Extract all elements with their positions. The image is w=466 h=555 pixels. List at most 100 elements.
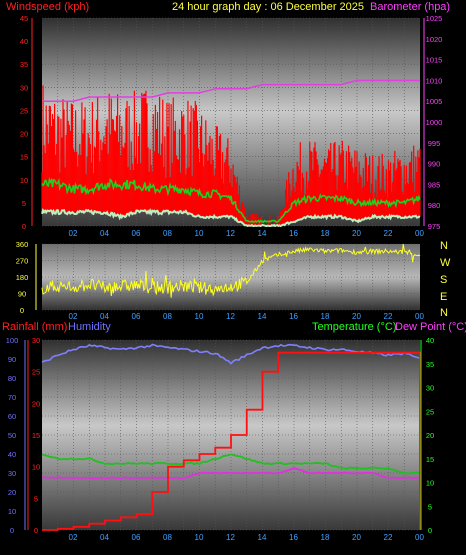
compass-s: S (440, 274, 447, 286)
x-tick-label: 10 (195, 312, 204, 321)
x-tick-label: 18 (321, 533, 330, 542)
dewpoint-line (41, 467, 421, 480)
y-tick-label: 50 (8, 431, 16, 440)
x-tick-label: 14 (258, 229, 267, 238)
windspeed-axis-title: Windspeed (kph) (6, 1, 89, 13)
x-tick-label: 08 (163, 229, 172, 238)
x-tick-label: 02 (69, 533, 78, 542)
y-tick-label: 15 (20, 153, 28, 162)
x-tick-label: 14 (258, 533, 267, 542)
y-tick-label: 40 (8, 450, 16, 459)
x-tick-label: 12 (226, 312, 235, 321)
x-tick-label: 14 (258, 312, 267, 321)
y-tick-label: 90 (8, 355, 16, 364)
y-tick-label: 15 (32, 431, 40, 440)
y-tick-label: 20 (8, 488, 16, 497)
x-tick-label: 12 (226, 229, 235, 238)
y-tick-label: 270 (16, 257, 29, 266)
y-tick-label: 25 (32, 368, 40, 377)
direction-line (41, 243, 421, 298)
x-tick-label: 22 (384, 229, 393, 238)
x-tick-label: 12 (226, 533, 235, 542)
y-tick-label: 30 (8, 469, 16, 478)
y-tick-label: 1005 (426, 97, 443, 106)
y-tick-label: 975 (428, 222, 441, 231)
x-tick-label: 06 (132, 312, 141, 321)
x-tick-label: 08 (163, 533, 172, 542)
temperature-axis-title: Temperature (°C) (312, 321, 396, 333)
y-tick-label: 985 (428, 180, 441, 189)
temp-series (41, 343, 421, 531)
y-tick-label: 5 (428, 502, 432, 511)
x-tick-label: 18 (321, 229, 330, 238)
x-tick-label: 20 (352, 533, 361, 542)
y-tick-label: 25 (20, 106, 28, 115)
y-tick-label: 10 (20, 176, 28, 185)
y-tick-label: 35 (20, 60, 28, 69)
y-tick-label: 60 (8, 412, 16, 421)
min-wind-line (41, 207, 421, 228)
y-tick-label: 10 (8, 507, 16, 516)
wind-series (41, 79, 421, 228)
x-tick-label: 08 (163, 312, 172, 321)
y-tick-label: 30 (20, 83, 28, 92)
x-tick-label: 10 (195, 533, 204, 542)
y-tick-label: 1025 (426, 14, 443, 23)
y-tick-label: 40 (426, 336, 434, 345)
dewpoint-axis-title: Dew Point (°C) (395, 321, 466, 333)
y-tick-label: 10 (426, 479, 434, 488)
x-tick-label: 02 (69, 312, 78, 321)
x-tick-label: 00 (415, 312, 424, 321)
y-tick-label: 0 (10, 526, 14, 535)
y-tick-label: 180 (16, 273, 29, 282)
humidity-axis-title: Humidity (68, 321, 111, 333)
y-tick-label: 10 (32, 463, 40, 472)
x-tick-label: 06 (132, 229, 141, 238)
x-tick-label: 10 (195, 229, 204, 238)
rainfall-axis-title: Rainfall (mm) (2, 321, 67, 333)
y-tick-label: 0 (428, 526, 432, 535)
y-tick-label: 90 (18, 290, 26, 299)
x-tick-label: 06 (132, 533, 141, 542)
x-tick-label: 18 (321, 312, 330, 321)
y-tick-label: 30 (32, 336, 40, 345)
y-tick-label: 0 (34, 526, 38, 535)
y-tick-label: 20 (426, 431, 434, 440)
x-tick-label: 22 (384, 533, 393, 542)
chart-title: 24 hour graph day : 06 December 2025 (172, 1, 364, 13)
rainfall-line (42, 351, 421, 531)
x-tick-label: 16 (289, 312, 298, 321)
y-tick-label: 20 (32, 399, 40, 408)
compass-n-top: N (440, 240, 448, 252)
y-tick-label: 45 (20, 14, 28, 23)
y-tick-label: 360 (16, 240, 29, 249)
y-tick-label: 1000 (426, 118, 443, 127)
y-tick-label: 1010 (426, 76, 443, 85)
x-tick-label: 02 (69, 229, 78, 238)
y-tick-label: 980 (428, 201, 441, 210)
x-tick-label: 16 (289, 229, 298, 238)
y-tick-label: 40 (20, 37, 28, 46)
x-tick-label: 04 (100, 533, 109, 542)
y-tick-label: 70 (8, 393, 16, 402)
x-tick-label: 20 (352, 229, 361, 238)
y-tick-label: 80 (8, 374, 16, 383)
y-tick-label: 1015 (426, 56, 443, 65)
x-tick-label: 22 (384, 312, 393, 321)
y-tick-label: 100 (6, 336, 19, 345)
x-tick-label: 04 (100, 229, 109, 238)
x-tick-label: 00 (415, 533, 424, 542)
y-tick-label: 15 (426, 455, 434, 464)
y-tick-label: 35 (426, 360, 434, 369)
y-tick-label: 30 (426, 384, 434, 393)
temperature-line (41, 453, 421, 475)
y-tick-label: 0 (20, 306, 24, 315)
y-tick-label: 990 (428, 160, 441, 169)
y-tick-label: 0 (22, 222, 26, 231)
compass-e: E (440, 291, 447, 303)
y-tick-label: 25 (426, 407, 434, 416)
barometer-line (42, 79, 420, 102)
y-tick-label: 20 (20, 130, 28, 139)
